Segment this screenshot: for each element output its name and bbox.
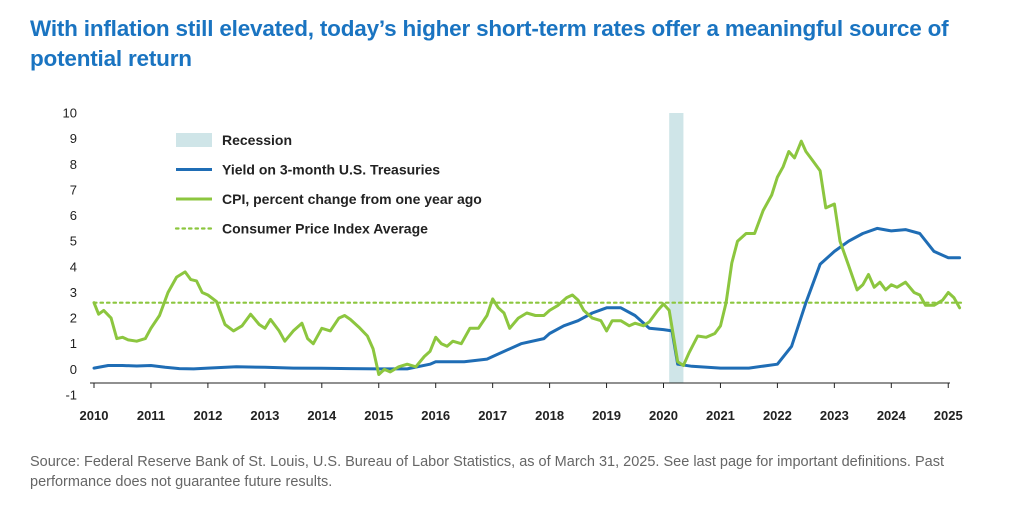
- y-tick-label: 1: [70, 336, 77, 351]
- y-tick-label: 0: [70, 362, 77, 377]
- legend-label: Consumer Price Index Average: [222, 221, 428, 237]
- legend-label: Recession: [222, 132, 292, 148]
- page-title: With inflation still elevated, today’s h…: [30, 16, 949, 71]
- source-note: Source: Federal Reserve Bank of St. Loui…: [30, 454, 944, 490]
- x-tick-label: 2010: [80, 408, 109, 423]
- x-tick-label: 2013: [250, 408, 279, 423]
- y-tick-label: 9: [70, 131, 77, 146]
- x-tick-label: 2016: [421, 408, 450, 423]
- recession-band: [669, 113, 684, 383]
- cpi-line: [92, 139, 962, 376]
- x-tick-label: 2019: [592, 408, 621, 423]
- y-tick-label: 8: [70, 157, 77, 172]
- x-tick-label: 2022: [763, 408, 792, 423]
- x-tick-label: 2024: [877, 408, 907, 423]
- treasury-yield-line: [92, 226, 962, 371]
- legend-label: Yield on 3-month U.S. Treasuries: [222, 162, 440, 178]
- x-tick-label: 2014: [307, 408, 337, 423]
- x-tick-label: 2017: [478, 408, 507, 423]
- x-tick-label: 2011: [137, 408, 165, 423]
- legend-swatch-recession: [176, 133, 212, 147]
- y-tick-label: 5: [70, 234, 77, 249]
- x-tick-label: 2015: [364, 408, 393, 423]
- x-tick-label: 2021: [706, 408, 735, 423]
- x-tick-label: 2023: [820, 408, 849, 423]
- x-tick-label: 2018: [535, 408, 564, 423]
- x-tick-label: 2020: [649, 408, 678, 423]
- y-tick-label: 2: [70, 311, 77, 326]
- y-tick-label: 6: [70, 208, 77, 223]
- legend-label: CPI, percent change from one year ago: [222, 191, 482, 207]
- y-tick-label: 10: [63, 106, 77, 121]
- y-tick-label: 4: [70, 259, 77, 274]
- y-tick-label: 3: [70, 285, 77, 300]
- x-tick-label: 2012: [193, 408, 222, 423]
- x-tick-label: 2025: [934, 408, 963, 423]
- y-tick-label: 7: [70, 182, 77, 197]
- y-tick-label: -1: [65, 388, 77, 403]
